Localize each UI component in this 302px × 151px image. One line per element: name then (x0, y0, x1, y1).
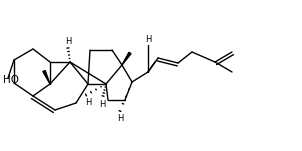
Text: H: H (117, 114, 123, 123)
Text: H: H (99, 100, 105, 109)
Polygon shape (122, 52, 131, 65)
Text: HO: HO (3, 75, 19, 85)
Text: H: H (65, 37, 71, 46)
Text: H: H (145, 35, 151, 44)
Polygon shape (43, 71, 50, 84)
Text: H: H (85, 98, 91, 107)
